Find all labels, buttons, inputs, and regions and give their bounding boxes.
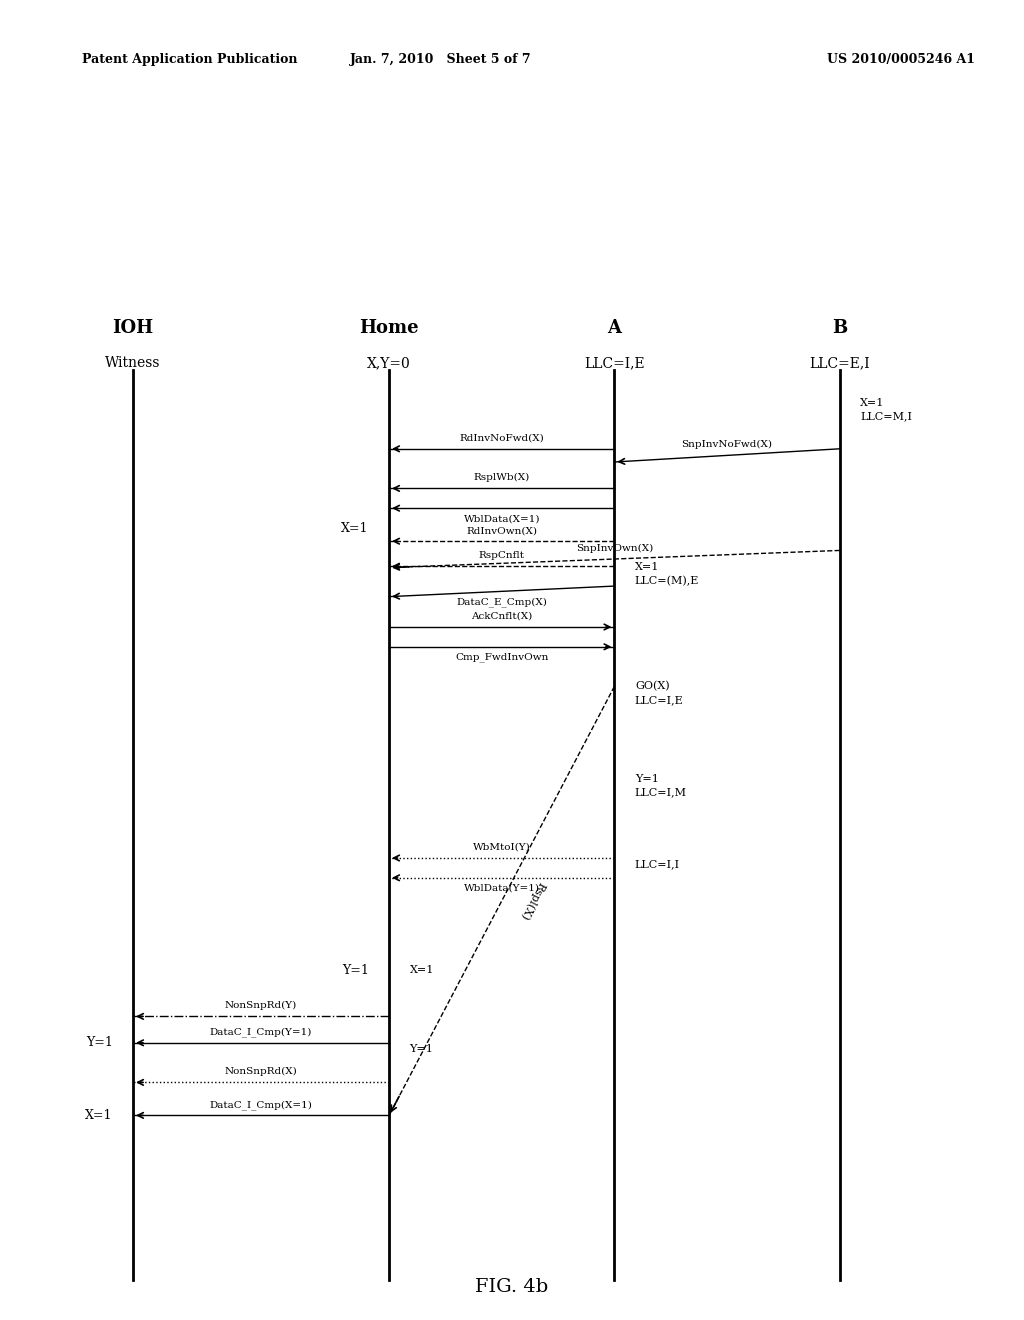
- Text: LLC=I,E: LLC=I,E: [584, 356, 645, 371]
- Text: AckCnflt(X): AckCnflt(X): [471, 612, 532, 620]
- Text: RspCnflt: RspCnflt: [479, 552, 524, 560]
- Text: Witness: Witness: [105, 356, 161, 371]
- Text: DataC_E_Cmp(X): DataC_E_Cmp(X): [457, 597, 547, 607]
- Text: X,Y=0: X,Y=0: [368, 356, 411, 371]
- Text: US 2010/0005246 A1: US 2010/0005246 A1: [827, 53, 975, 66]
- Text: RdInvOwn(X): RdInvOwn(X): [466, 527, 538, 535]
- Text: NonSnpRd(X): NonSnpRd(X): [224, 1068, 298, 1076]
- Text: WblData(X=1): WblData(X=1): [464, 515, 540, 523]
- Text: NonSnpRd(Y): NonSnpRd(Y): [225, 1002, 297, 1010]
- Text: Y=1: Y=1: [342, 964, 369, 977]
- Text: Rspl(X): Rspl(X): [518, 880, 547, 921]
- Text: DataC_I_Cmp(Y=1): DataC_I_Cmp(Y=1): [210, 1027, 312, 1038]
- Text: Y=1: Y=1: [410, 1044, 433, 1055]
- Text: A: A: [607, 318, 622, 337]
- Text: FIG. 4b: FIG. 4b: [475, 1278, 549, 1296]
- Text: SnpInvNoFwd(X): SnpInvNoFwd(X): [682, 441, 772, 449]
- Text: Jan. 7, 2010   Sheet 5 of 7: Jan. 7, 2010 Sheet 5 of 7: [349, 53, 531, 66]
- Text: B: B: [833, 318, 847, 337]
- Text: RsplWb(X): RsplWb(X): [474, 474, 529, 482]
- Text: Patent Application Publication: Patent Application Publication: [82, 53, 297, 66]
- Text: X=1
LLC=M,I: X=1 LLC=M,I: [860, 397, 912, 421]
- Text: WblData(Y=1): WblData(Y=1): [464, 884, 540, 892]
- Text: DataC_I_Cmp(X=1): DataC_I_Cmp(X=1): [210, 1100, 312, 1110]
- Text: X=1: X=1: [410, 965, 434, 975]
- Text: SnpInvOwn(X): SnpInvOwn(X): [575, 544, 653, 553]
- Text: LLC=I,I: LLC=I,I: [635, 859, 680, 870]
- Text: X=1: X=1: [341, 521, 369, 535]
- Text: Cmp_FwdInvOwn: Cmp_FwdInvOwn: [455, 652, 549, 663]
- Text: X=1
LLC=(M),E: X=1 LLC=(M),E: [635, 562, 699, 586]
- Text: Y=1
LLC=I,M: Y=1 LLC=I,M: [635, 774, 687, 797]
- Text: Y=1: Y=1: [86, 1036, 113, 1049]
- Text: GO(X)
LLC=I,E: GO(X) LLC=I,E: [635, 681, 684, 705]
- Text: X=1: X=1: [85, 1109, 113, 1122]
- Text: Home: Home: [359, 318, 419, 337]
- Text: WbMtoI(Y): WbMtoI(Y): [473, 843, 530, 851]
- Text: IOH: IOH: [113, 318, 154, 337]
- Text: LLC=E,I: LLC=E,I: [809, 356, 870, 371]
- Text: RdInvNoFwd(X): RdInvNoFwd(X): [460, 434, 544, 442]
